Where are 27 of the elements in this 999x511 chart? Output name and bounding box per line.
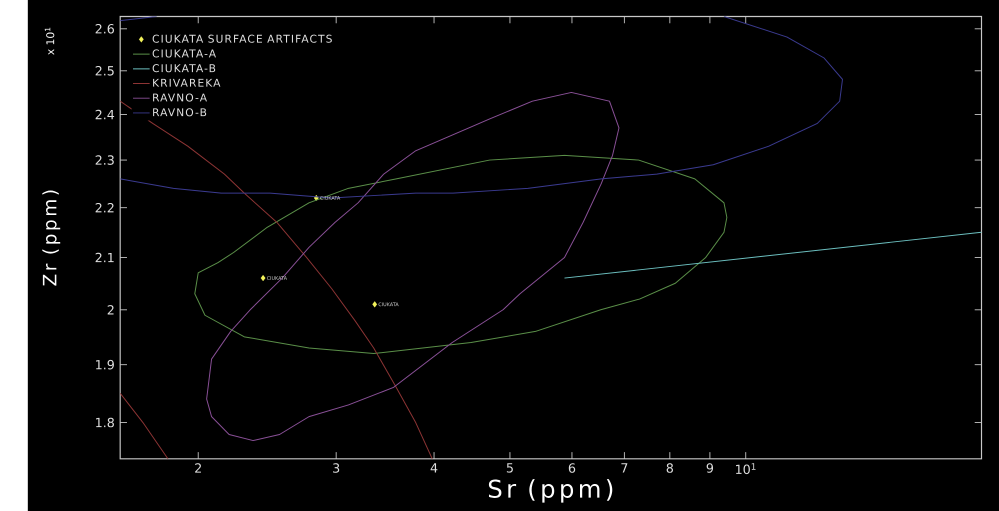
x-tick-label: 3	[333, 463, 340, 473]
y-tick-label: 2.5	[96, 66, 114, 76]
legend-label: KRIVAREKA	[153, 78, 220, 87]
text: x 10$^{1}$	[44, 28, 54, 55]
y-tick-label: 2.2	[96, 202, 114, 212]
legend-label: CIUKATA-B	[152, 64, 216, 72]
y-tick-label: 2.3	[96, 155, 114, 165]
y-axis-title: Zr (ppm)	[42, 190, 60, 286]
legend-label: RAVNO-A	[153, 93, 207, 102]
x-tick-label: 7	[621, 463, 628, 472]
y-tick-label: 2.4	[96, 110, 114, 120]
y-tick-label: 2.1	[96, 252, 114, 262]
x-tick-label: 8	[666, 463, 673, 473]
legend-label: CIUKATA SURFACE ARTIFACTS	[152, 34, 332, 43]
x-tick-label: 4	[430, 463, 438, 472]
y-tick-label: 2	[108, 304, 114, 314]
x-tick-label: 2	[195, 463, 201, 472]
x-tick-label: 6	[568, 463, 576, 473]
legend-label: RAVNO-B	[153, 108, 206, 116]
x-axis-title: Sr (ppm)	[488, 478, 612, 502]
x-tick-label: 10$^{1}$	[736, 463, 756, 474]
x-tick-label: 9	[706, 463, 714, 473]
legend-label: CIUKATA-A	[152, 49, 216, 58]
y-tick-label: 1.8	[96, 418, 114, 428]
y-tick-label: 2.6	[96, 24, 114, 34]
y-tick-label: 1.9	[96, 360, 114, 370]
x-tick-label: 5	[506, 463, 513, 472]
